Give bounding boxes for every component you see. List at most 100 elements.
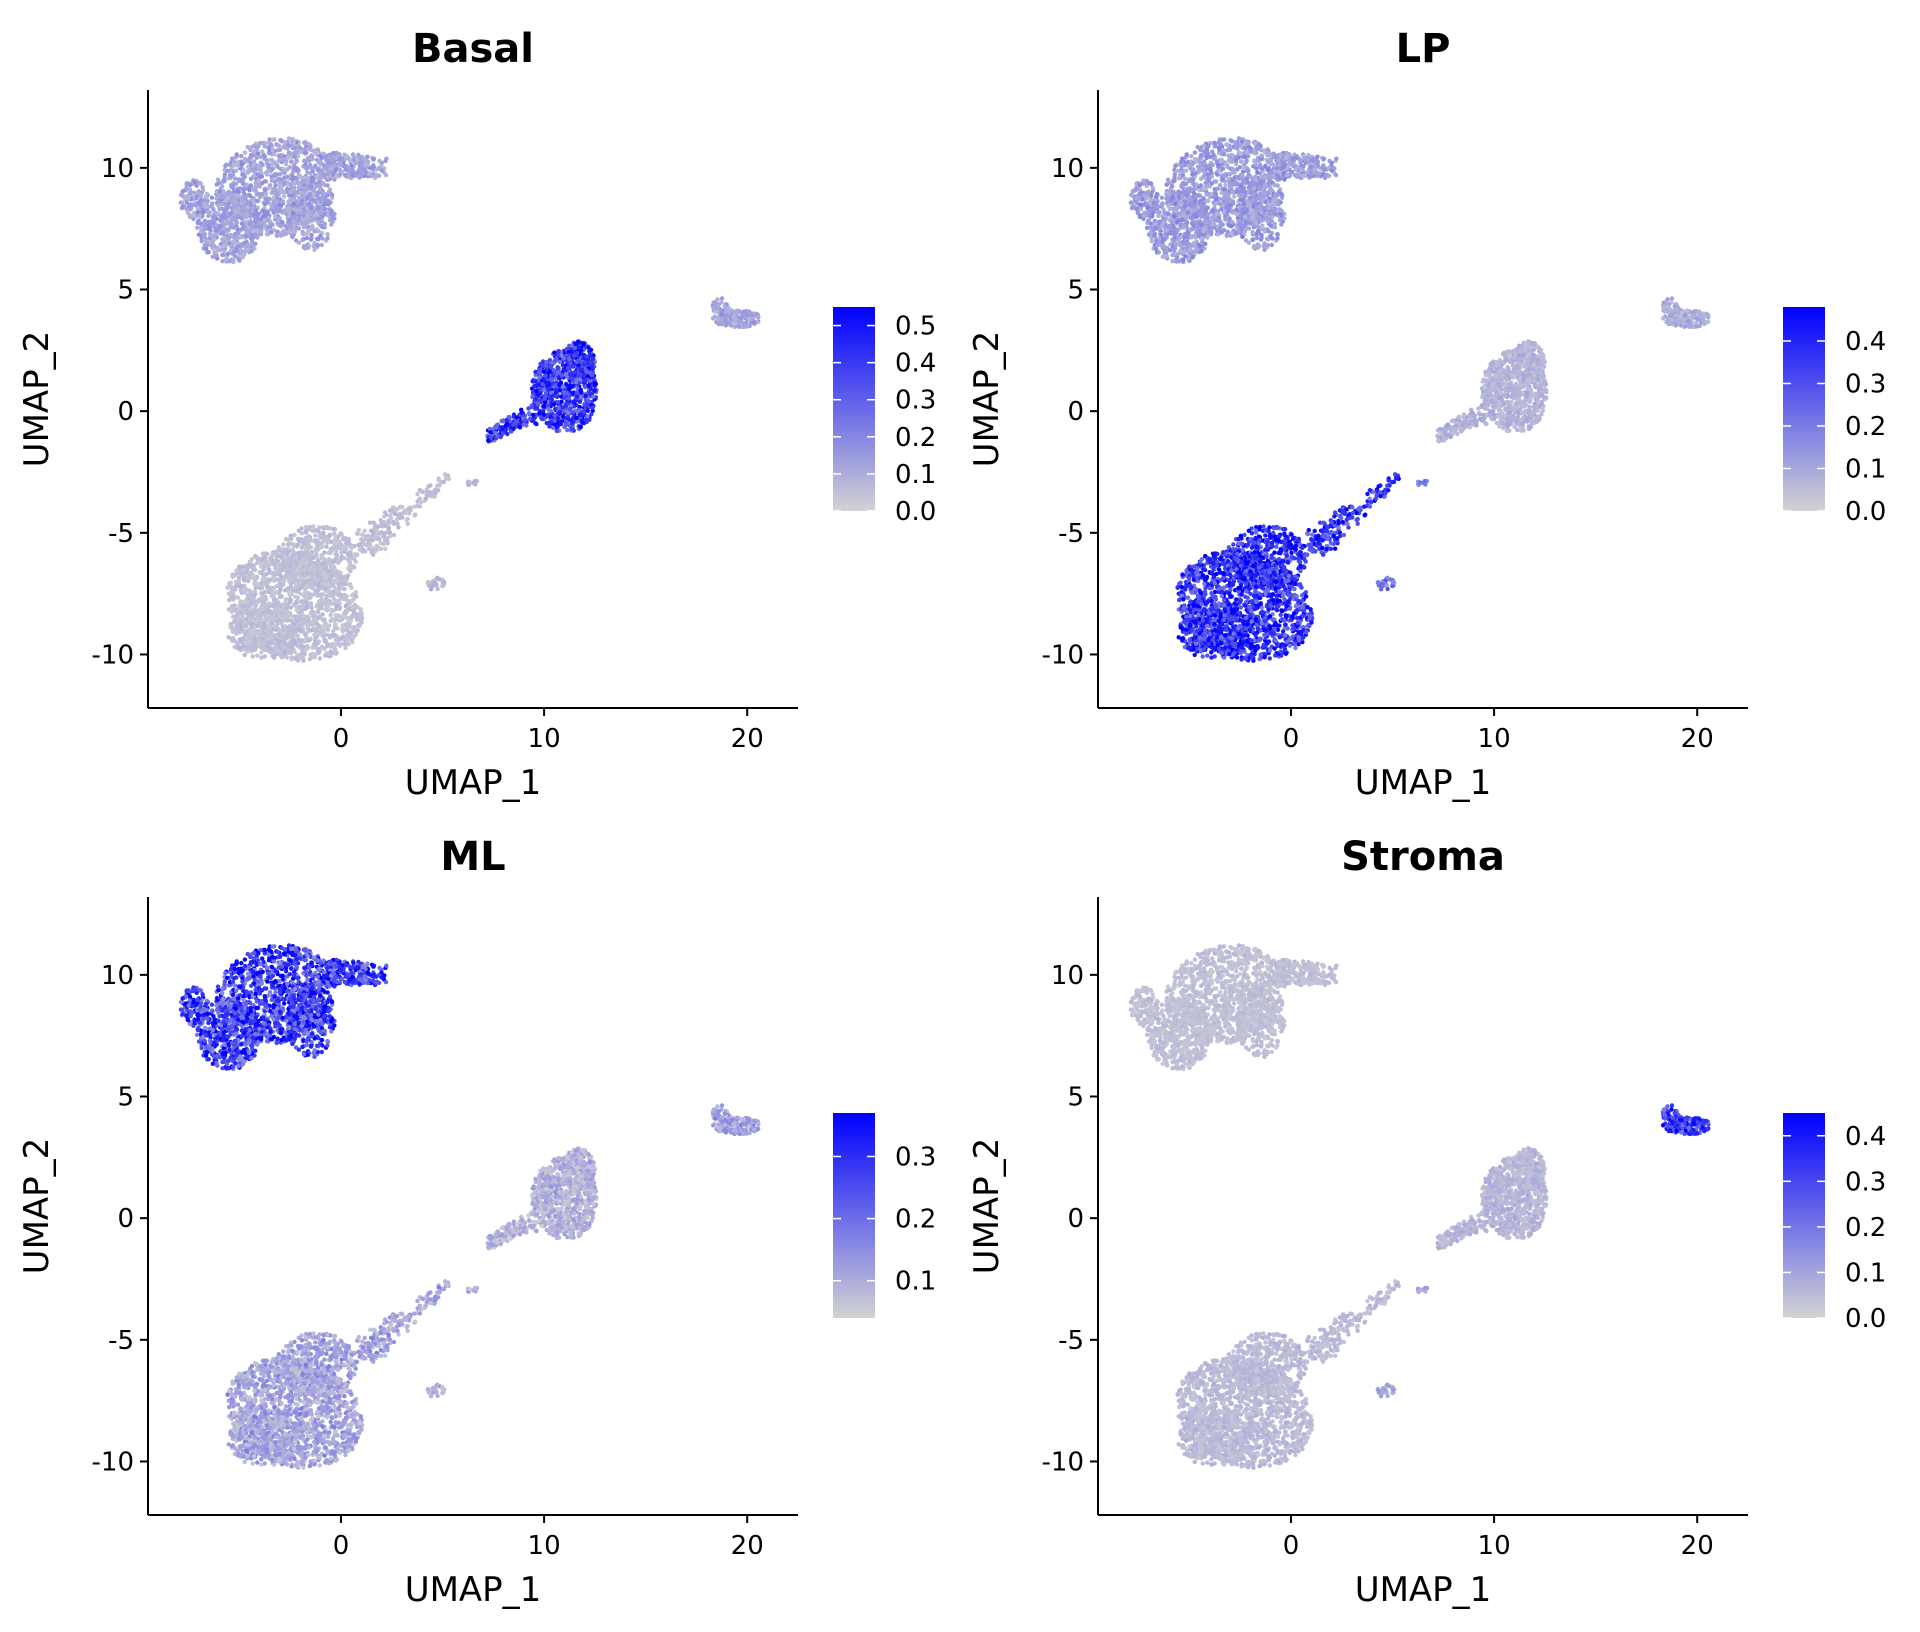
cell-point bbox=[241, 181, 246, 187]
cell-point bbox=[266, 586, 272, 591]
cell-point bbox=[255, 172, 260, 177]
cell-point bbox=[245, 164, 251, 169]
cell-point bbox=[265, 172, 270, 177]
cell-point bbox=[566, 392, 571, 397]
cell-point bbox=[552, 418, 557, 423]
cell-point bbox=[574, 394, 580, 399]
cell-point bbox=[297, 145, 302, 150]
cell-point bbox=[300, 559, 305, 564]
cell-point bbox=[332, 564, 337, 570]
cell-point bbox=[434, 583, 439, 588]
cell-point bbox=[234, 168, 239, 173]
cell-point bbox=[384, 156, 389, 161]
cell-point bbox=[584, 419, 589, 424]
cell-point bbox=[224, 227, 230, 232]
cell-point bbox=[251, 149, 256, 154]
cell-point bbox=[237, 584, 243, 589]
cell-point bbox=[259, 192, 264, 197]
cell-point bbox=[557, 359, 563, 365]
cell-point bbox=[250, 573, 256, 578]
cell-point bbox=[320, 236, 325, 241]
cell-point bbox=[292, 532, 297, 538]
cell-point bbox=[348, 582, 353, 587]
cell-point bbox=[557, 410, 563, 415]
cell-point bbox=[262, 580, 268, 586]
cell-point bbox=[211, 247, 217, 252]
cell-point bbox=[263, 604, 268, 609]
cell-point bbox=[537, 370, 542, 375]
cell-point bbox=[266, 567, 272, 572]
cell-point bbox=[565, 365, 570, 370]
cell-point bbox=[234, 193, 239, 198]
cell-point bbox=[260, 551, 266, 556]
cell-point bbox=[293, 594, 298, 599]
cell-point bbox=[556, 370, 561, 375]
cell-point bbox=[405, 521, 410, 526]
cell-point bbox=[295, 622, 300, 627]
cell-point bbox=[371, 552, 376, 557]
cell-point bbox=[227, 581, 232, 586]
cell-point bbox=[531, 379, 536, 384]
cell-point bbox=[290, 548, 296, 553]
cell-point bbox=[344, 594, 349, 599]
cell-point bbox=[326, 202, 331, 207]
cell-point bbox=[262, 187, 267, 192]
cell-point bbox=[413, 512, 418, 517]
cell-point bbox=[316, 205, 321, 210]
cell-point bbox=[304, 544, 309, 549]
cell-point bbox=[293, 615, 298, 621]
cell-point bbox=[291, 639, 297, 645]
cell-point bbox=[272, 187, 277, 192]
cell-point bbox=[552, 413, 557, 418]
cell-point bbox=[346, 165, 352, 171]
cell-point bbox=[312, 655, 317, 660]
cell-point bbox=[433, 491, 438, 496]
cell-point bbox=[258, 154, 263, 160]
cell-point bbox=[303, 632, 308, 638]
cell-point bbox=[377, 158, 382, 164]
cell-point bbox=[305, 571, 310, 576]
cell-point bbox=[235, 210, 241, 215]
cell-point bbox=[348, 568, 353, 574]
cell-point bbox=[312, 632, 317, 638]
cell-point bbox=[299, 619, 304, 624]
cell-point bbox=[324, 544, 329, 549]
cell-point bbox=[248, 212, 253, 218]
cell-point bbox=[238, 645, 243, 650]
cell-point bbox=[591, 394, 596, 399]
cell-point bbox=[328, 649, 333, 654]
cell-point bbox=[267, 183, 273, 188]
cell-point bbox=[379, 168, 384, 173]
cell-point bbox=[266, 164, 271, 169]
cell-point bbox=[282, 650, 287, 655]
cell-point bbox=[298, 537, 303, 542]
cell-point bbox=[329, 548, 334, 554]
cell-point bbox=[382, 510, 388, 515]
cell-point bbox=[428, 587, 434, 592]
cell-point bbox=[277, 172, 282, 177]
cell-point bbox=[267, 196, 272, 201]
cell-point bbox=[203, 194, 209, 199]
cell-point bbox=[195, 190, 200, 195]
cell-point bbox=[311, 643, 316, 648]
cell-point bbox=[207, 219, 213, 224]
cell-point bbox=[214, 253, 219, 259]
cell-point bbox=[259, 655, 264, 660]
cell-point bbox=[242, 150, 248, 155]
cell-point bbox=[391, 532, 397, 538]
cell-point bbox=[244, 212, 249, 217]
cell-point bbox=[344, 155, 349, 160]
cell-point bbox=[303, 555, 308, 560]
cell-point bbox=[238, 599, 243, 605]
cell-point bbox=[335, 560, 341, 565]
cell-point bbox=[301, 213, 306, 218]
cell-point bbox=[318, 535, 323, 540]
cell-point bbox=[271, 152, 277, 157]
cell-point bbox=[291, 211, 296, 216]
cell-point bbox=[360, 158, 365, 163]
cell-point bbox=[283, 641, 288, 646]
cell-point bbox=[327, 589, 332, 594]
cell-point bbox=[253, 224, 258, 230]
cell-point bbox=[222, 175, 227, 180]
cell-point bbox=[305, 146, 310, 152]
